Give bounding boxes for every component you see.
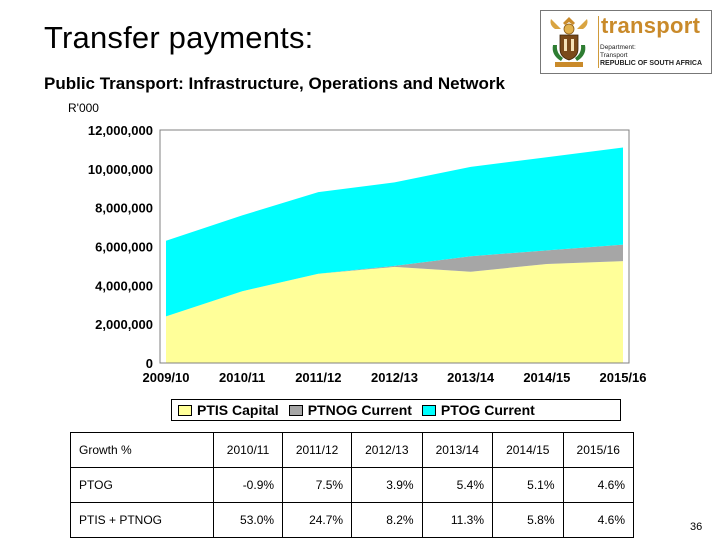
growth-row-label: PTOG [70, 467, 214, 503]
y-tick-label: 4,000,000 [95, 278, 153, 293]
legend-entry-ptnog-current: PTNOG Current [288, 402, 412, 418]
growth-col-header: 2010/11 [212, 432, 284, 468]
logo-brand-text: transport [601, 13, 701, 38]
growth-cell: 11.3% [421, 502, 494, 538]
area-ptog-current [166, 147, 623, 317]
growth-cell: 8.2% [351, 502, 423, 538]
y-tick-label: 2,000,000 [95, 317, 153, 332]
growth-cell: 5.4% [421, 467, 494, 503]
y-tick-label: 8,000,000 [95, 201, 153, 216]
area-series-group [166, 147, 623, 363]
growth-cell: 53.0% [212, 502, 284, 538]
coat-of-arms-icon [550, 17, 588, 67]
legend-swatch-ptis-capital [178, 404, 192, 416]
y-tick-label: 0 [146, 356, 153, 371]
page-number: 36 [690, 521, 703, 533]
legend-label-ptis-capital: PTIS Capital [197, 402, 279, 418]
legend-swatch-ptnog-current [288, 404, 303, 416]
growth-cell: 7.5% [282, 467, 353, 503]
legend-entry-ptog-current: PTOG Current [421, 402, 535, 418]
logo-dept-line2: Transport [600, 51, 628, 59]
growth-cell: 4.6% [562, 502, 634, 538]
legend-entry-ptis-capital: PTIS Capital [178, 402, 279, 418]
x-axis: 2009/10 2010/11 2011/12 2012/13 2013/14 2014/… [143, 370, 647, 385]
logo-divider [598, 16, 599, 68]
growth-cell: 24.7% [282, 502, 353, 538]
logo-country-text: REPUBLIC OF SOUTH AFRICA [600, 60, 703, 67]
y-axis-unit-label: R'000 [68, 101, 99, 115]
plot-area-border [159, 129, 630, 364]
growth-cell: 5.1% [492, 467, 564, 503]
x-tick-label: 2010/11 [219, 370, 265, 385]
growth-table: Growth % 2010/11 2011/12 2012/13 2013/14… [70, 432, 634, 538]
growth-cell: 3.9% [351, 467, 423, 503]
logo-department-text: Department: Transport [600, 44, 636, 59]
x-tick-label: 2011/12 [295, 370, 341, 385]
y-tick-label: 10,000,000 [88, 162, 153, 177]
growth-col-header: 2011/12 [282, 432, 353, 468]
slide-subtitle: Public Transport: Infrastructure, Operat… [44, 74, 505, 93]
growth-row-label: PTIS + PTNOG [70, 502, 214, 538]
y-axis: 0 2,000,000 4,000,000 6,000,000 8,000,000 10,… [88, 123, 153, 371]
transport-logo: transport Department: Transport REPUBLIC… [540, 10, 712, 74]
area-ptis-capital [166, 261, 623, 363]
x-tick-label: 2012/13 [371, 370, 418, 385]
y-tick-label: 12,000,000 [88, 123, 153, 138]
y-tick-label: 6,000,000 [95, 240, 153, 255]
table-row: PTIS + PTNOG 53.0% 24.7% 8.2% 11.3% 5.8%… [70, 502, 634, 538]
logo-dept-line1: Department: [600, 44, 636, 51]
growth-col-header: 2013/14 [421, 432, 494, 468]
table-row: PTOG -0.9% 7.5% 3.9% 5.4% 5.1% 4.6% [70, 467, 634, 503]
growth-cell: 4.6% [562, 467, 634, 503]
legend-swatch-ptog-current [421, 404, 436, 416]
slide-title: Transfer payments: [44, 20, 314, 55]
area-ptnog-current [166, 244, 623, 317]
legend-label-ptog-current: PTOG Current [440, 402, 535, 418]
x-tick-label: 2014/15 [523, 370, 570, 385]
growth-col-header: 2015/16 [562, 432, 634, 468]
growth-cell: 5.8% [492, 502, 564, 538]
growth-col-header: 2012/13 [351, 432, 423, 468]
x-tick-label: 2013/14 [447, 370, 495, 385]
x-tick-label: 2009/10 [143, 370, 190, 385]
stacked-area-chart: R'000 0 2,000,000 4,000,000 6,000,000 8,000,… [68, 101, 647, 385]
chart-legend: PTIS Capital PTNOG Current PTOG Current [171, 399, 621, 421]
x-tick-label: 2015/16 [600, 370, 647, 385]
growth-header-label: Growth % [70, 432, 214, 468]
legend-label-ptnog-current: PTNOG Current [307, 402, 412, 418]
growth-table-header-row: Growth % 2010/11 2011/12 2012/13 2013/14… [70, 432, 634, 468]
growth-col-header: 2014/15 [492, 432, 564, 468]
growth-cell: -0.9% [212, 467, 284, 503]
